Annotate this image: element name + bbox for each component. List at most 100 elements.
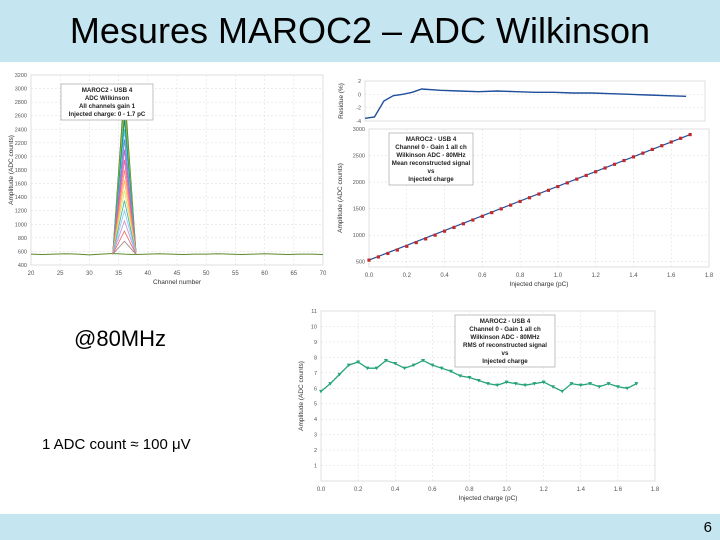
linearity-legend-entry: vs	[428, 168, 435, 175]
linearity-x-tick-label: 0.0	[365, 273, 374, 279]
rms-data-point	[495, 383, 500, 388]
linearity-data-point	[509, 203, 513, 207]
rms-x-axis-title: Injected charge (pC)	[459, 495, 518, 502]
linearity-x-axis-title: Injected charge (pC)	[510, 281, 569, 288]
rms-legend-entry: Wilkinson ADC - 80MHz	[470, 334, 539, 341]
rms-chart: 0.0 0.2 0.4 0.6 0.8 1.0 1.2 1.4 1.6 1.8 1 2 3 4 5 6 7 8 9 1…	[298, 309, 660, 502]
rms-data-point	[476, 379, 481, 383]
spectrum-y-tick-label: 2000	[15, 154, 27, 160]
rms-data-point	[383, 358, 388, 363]
linearity-data-point	[679, 136, 683, 140]
spectrum-y-tick-label: 2600	[15, 114, 27, 120]
spectrum-y-tick-label: 800	[18, 236, 27, 242]
rms-data-point	[421, 358, 426, 363]
linearity-y-tick-label: 2000	[353, 180, 365, 186]
linearity-data-point	[461, 222, 466, 226]
spectrum-peak-trace	[112, 190, 137, 255]
rms-data-point	[458, 374, 463, 378]
rms-data-point	[606, 382, 611, 386]
rms-data-point	[578, 383, 583, 388]
spectrum-y-tick-label: 1800	[15, 168, 27, 174]
rms-data-point	[523, 383, 528, 388]
rms-x-tick-label: 1.6	[614, 487, 623, 493]
residuals-y-tick-label: -2	[356, 106, 361, 112]
rms-y-tick-label: 9	[314, 340, 317, 346]
linearity-data-point	[518, 199, 522, 204]
page-number: 6	[703, 519, 712, 536]
rms-y-tick-label: 4	[314, 417, 317, 423]
spectrum-x-tick-label: 65	[290, 271, 297, 277]
linearity-data-point	[480, 214, 484, 218]
linearity-data-point	[650, 147, 654, 152]
linearity-y-tick-label: 2500	[353, 154, 365, 160]
residuals-y-tick-label: 2	[358, 79, 361, 85]
residuals-y-tick-label: 0	[358, 92, 361, 98]
spectrum-peak-trace	[112, 230, 137, 255]
rms-x-tick-label: 0.6	[428, 487, 437, 493]
rms-x-tick-label: 1.2	[539, 487, 548, 493]
rms-y-tick-label: 7	[314, 371, 317, 377]
rms-x-tick-label: 0.4	[391, 487, 400, 493]
linearity-y-tick-label: 1000	[353, 233, 365, 239]
rms-legend-entry: Channel 0 - Gain 1 all ch	[469, 326, 541, 333]
spectrum-x-tick-label: 60	[261, 271, 268, 277]
residual-chart: -4 -2 0 2 Residue (%)	[338, 79, 706, 124]
linearity-legend-entry: Channel 0 - Gain 1 all ch	[395, 144, 467, 151]
linearity-data-point	[584, 173, 588, 178]
rms-y-tick-label: 3	[314, 433, 317, 439]
linearity-legend-entry: MAROC2 - USB 4	[406, 136, 457, 143]
spectrum-legend-entry: All channels gain 1	[79, 103, 136, 110]
linearity-data-point	[405, 244, 409, 248]
rms-legend-entry: RMS of reconstructed signal	[463, 342, 547, 349]
rms-data-point	[588, 382, 593, 386]
rms-data-point	[439, 366, 444, 371]
rms-y-tick-label: 5	[314, 402, 317, 408]
spectrum-x-tick-label: 35	[115, 271, 122, 277]
linearity-x-tick-label: 1.0	[554, 273, 563, 279]
linearity-data-point	[669, 140, 673, 144]
rms-data-point	[541, 380, 546, 385]
linearity-y-tick-label: 500	[356, 260, 365, 266]
rms-data-point	[550, 385, 555, 389]
spectrum-y-tick-label: 1600	[15, 182, 27, 188]
linearity-data-point	[527, 196, 532, 200]
rms-data-point	[402, 366, 407, 371]
linearity-x-tick-label: 0.4	[440, 273, 449, 279]
linearity-x-tick-label: 0.8	[516, 273, 525, 279]
linearity-data-point	[612, 162, 617, 166]
linearity-data-point	[631, 155, 636, 159]
rms-data-point	[374, 366, 379, 371]
spectrum-peak-trace	[112, 208, 137, 255]
rms-data-point	[597, 385, 602, 389]
spectrum-x-tick-label: 55	[232, 271, 239, 277]
rms-data-point	[328, 382, 333, 386]
spectrum-x-axis-title: Channel number	[153, 279, 202, 286]
linearity-data-point	[622, 158, 626, 163]
rms-y-tick-label: 8	[314, 355, 317, 361]
spectrum-y-tick-label: 1200	[15, 209, 27, 215]
rms-x-tick-label: 1.0	[502, 487, 511, 493]
rms-y-axis-title: Amplitude (ADC counts)	[298, 361, 305, 431]
linearity-data-point	[367, 258, 371, 262]
spectrum-peak-trace	[112, 180, 137, 255]
spectrum-y-axis-title: Amplitude (ADC counts)	[8, 135, 15, 205]
spectrum-x-tick-label: 40	[144, 271, 151, 277]
linearity-data-point	[490, 210, 494, 215]
rms-data-point	[513, 382, 518, 386]
linearity-data-point	[537, 192, 541, 196]
rms-y-tick-label: 11	[311, 309, 317, 315]
rms-data-point	[356, 360, 361, 364]
linearity-data-point	[641, 151, 645, 155]
spectrum-y-tick-label: 600	[18, 249, 27, 255]
linearity-data-point	[452, 225, 456, 230]
rms-y-tick-label: 2	[314, 448, 317, 454]
spectrum-x-tick-label: 25	[57, 271, 64, 277]
spectrum-peak-trace	[112, 169, 137, 255]
spectrum-x-tick-label: 20	[28, 271, 35, 277]
linearity-y-tick-label: 1500	[353, 207, 365, 213]
rms-data-point	[634, 382, 639, 386]
rms-y-tick-label: 10	[311, 324, 317, 330]
rms-legend-entry: Injected charge	[482, 358, 528, 365]
spectrum-y-tick-label: 1400	[15, 195, 27, 201]
rms-legend-box	[454, 314, 556, 368]
